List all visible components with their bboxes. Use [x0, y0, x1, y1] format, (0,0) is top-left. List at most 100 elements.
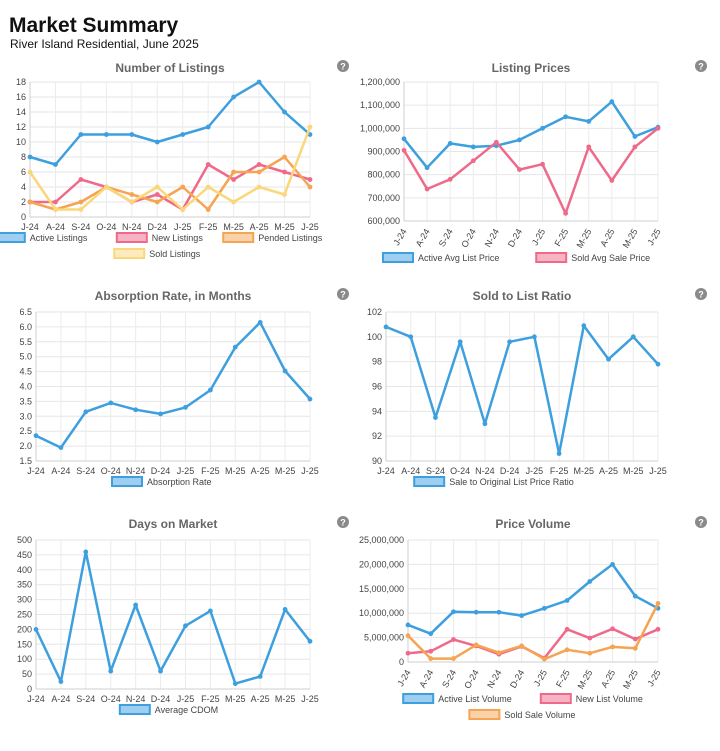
y-tick-label: 20,000,000 [359, 559, 404, 569]
x-tick-label: J-25 [526, 466, 544, 476]
data-point-sold-sale-volume [632, 645, 638, 651]
x-tick-label: O-24 [101, 694, 121, 704]
legend-swatch [402, 693, 435, 704]
y-tick-label: 2.5 [19, 426, 32, 436]
data-point-sale-to-original-list-price-ratio [408, 334, 414, 340]
x-tick-label: O-24 [450, 466, 470, 476]
legend-swatch [413, 476, 446, 487]
data-point-active-list-volume [632, 593, 638, 599]
y-tick-label: 300 [17, 595, 32, 605]
x-tick-label: D-24 [151, 694, 171, 704]
data-point-new-listings [256, 162, 262, 167]
series-line-average-cdom [34, 550, 311, 685]
y-tick-label: 2 [21, 197, 26, 207]
legend-item-sold-listings: Sold Listings [113, 248, 201, 259]
data-point-average-cdom [158, 668, 163, 674]
legend-label: Pended Listings [258, 233, 323, 243]
question-mark-icon[interactable]: ? [695, 288, 707, 300]
legend-item-active-listings: Active Listings [0, 232, 88, 243]
y-tick-label: 98 [372, 357, 382, 367]
data-point-active-listings [154, 139, 160, 145]
y-tick-label: 10,000,000 [359, 608, 404, 618]
x-tick-label: D-24 [500, 466, 520, 476]
data-point-active-listings [282, 109, 287, 115]
question-mark-glyph: ? [698, 518, 704, 528]
data-point-active-listings [231, 94, 237, 100]
data-point-sold-sale-volume [405, 633, 411, 639]
question-mark-glyph: ? [340, 290, 346, 300]
data-point-sold-sale-volume [496, 650, 502, 656]
data-point-sold-avg-sale-price [540, 161, 545, 167]
legend-label: Active Avg List Price [418, 253, 499, 263]
x-tick-label: M-25 [621, 227, 640, 250]
data-point-sale-to-original-list-price-ratio [383, 324, 389, 330]
question-mark-glyph: ? [698, 62, 704, 72]
question-mark-icon-bg [695, 516, 707, 528]
question-mark-icon-bg [337, 60, 349, 72]
data-point-new-listings [231, 177, 237, 182]
y-tick-label: 92 [372, 431, 382, 441]
y-tick-label: 94 [372, 406, 382, 416]
data-point-active-avg-list-price [609, 99, 615, 105]
y-tick-label: 102 [367, 307, 382, 317]
data-point-average-cdom [33, 627, 39, 632]
legend-swatch [113, 248, 146, 259]
data-point-average-cdom [83, 549, 89, 555]
x-tick-label: A-25 [599, 668, 617, 689]
x-tick-label: O-24 [462, 668, 481, 690]
data-point-pended-listings [180, 184, 186, 190]
x-tick-label: F-25 [201, 466, 220, 476]
x-tick-label: J-25 [530, 227, 547, 247]
question-mark-icon[interactable]: ? [337, 516, 349, 528]
data-point-sold-listings [307, 124, 313, 130]
data-point-sold-listings [103, 184, 109, 190]
data-point-sold-listings [180, 207, 186, 212]
legend-swatch [0, 232, 26, 243]
data-point-sold-avg-sale-price [493, 139, 499, 145]
data-point-sold-avg-sale-price [447, 176, 453, 182]
chart-title: Days on Market [129, 517, 218, 531]
data-point-new-list-volume [405, 650, 411, 656]
question-mark-icon[interactable]: ? [695, 516, 707, 528]
data-point-sold-listings [129, 199, 135, 205]
data-point-absorption-rate [33, 433, 39, 439]
x-tick-label: F-25 [554, 668, 572, 689]
data-point-pended-listings [27, 199, 33, 205]
chart-absorption-rate-in-months: Absorption Rate, in Months ? 1.5 2.0 2.5 3.0 3… [19, 288, 349, 487]
data-point-pended-listings [154, 199, 160, 205]
y-tick-label: 250 [17, 610, 32, 620]
chart-panel-days-on-market: Days on Market? 0 50 100 150 200 250 300 350 400 4… [0, 512, 352, 740]
data-point-sold-avg-sale-price [470, 158, 476, 164]
x-tick-label: N-24 [126, 694, 146, 704]
data-point-sold-sale-volume [610, 644, 615, 650]
y-tick-label: 400 [17, 565, 32, 575]
data-point-active-list-volume [519, 613, 525, 619]
x-tick-label: J-25 [177, 466, 195, 476]
y-tick-label: 1,100,000 [360, 100, 400, 110]
data-point-sale-to-original-list-price-ratio [655, 361, 661, 367]
question-mark-icon[interactable]: ? [695, 60, 707, 72]
chart-title: Absorption Rate, in Months [95, 289, 252, 303]
x-tick-label: S-24 [76, 466, 95, 476]
legend-swatch [382, 252, 414, 263]
question-mark-icon[interactable]: ? [337, 60, 349, 72]
data-point-active-avg-list-price [632, 134, 638, 139]
data-point-sold-listings [53, 207, 58, 212]
data-point-active-avg-list-price [447, 140, 453, 146]
data-point-active-list-volume [610, 562, 615, 567]
x-tick-label: N-24 [126, 466, 146, 476]
legend-swatch [118, 704, 151, 715]
y-tick-label: 1.5 [19, 456, 32, 466]
data-point-active-listings [78, 132, 84, 137]
data-point-active-listings [180, 132, 186, 137]
data-point-sale-to-original-list-price-ratio [581, 323, 587, 329]
chart-panel-absorption-rate: Absorption Rate, in Months? 1.5 2.0 2.5 3.0 3… [0, 284, 352, 512]
y-tick-label: 2.0 [19, 441, 32, 451]
x-tick-label: N-24 [485, 668, 503, 690]
chart-title: Number of Listings [115, 61, 225, 75]
y-tick-label: 900,000 [367, 147, 400, 157]
data-point-active-avg-list-price [563, 114, 569, 120]
x-tick-label: S-24 [76, 694, 95, 704]
question-mark-icon[interactable]: ? [337, 288, 349, 300]
y-tick-label: 10 [16, 137, 26, 147]
